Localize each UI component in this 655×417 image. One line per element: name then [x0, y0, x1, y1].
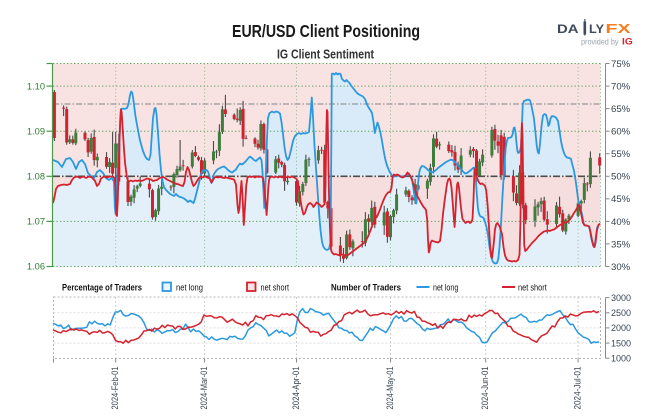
svg-text:IG Client Sentiment: IG Client Sentiment — [277, 48, 375, 62]
svg-text:net short: net short — [261, 283, 290, 294]
svg-text:2000: 2000 — [611, 323, 631, 333]
svg-text:60%: 60% — [611, 127, 631, 138]
svg-text:1000: 1000 — [611, 353, 631, 363]
svg-text:65%: 65% — [611, 104, 631, 115]
svg-text:70%: 70% — [611, 82, 631, 93]
svg-text:provided by: provided by — [581, 37, 619, 47]
svg-text:net long: net long — [176, 283, 203, 294]
svg-text:30%: 30% — [611, 262, 631, 273]
svg-text:FX: FX — [606, 22, 632, 36]
svg-text:55%: 55% — [611, 149, 631, 160]
svg-text:1.08: 1.08 — [27, 172, 45, 182]
svg-text:1.07: 1.07 — [27, 217, 45, 227]
svg-text:2024-Feb-01: 2024-Feb-01 — [110, 366, 120, 409]
svg-text:net short: net short — [518, 283, 547, 294]
svg-text:75%: 75% — [611, 59, 631, 70]
svg-text:2024-Jul-01: 2024-Jul-01 — [573, 366, 583, 409]
svg-text:2024-Apr-01: 2024-Apr-01 — [291, 366, 301, 409]
svg-text:IG: IG — [622, 37, 633, 48]
svg-text:LY: LY — [589, 24, 604, 36]
svg-text:net long: net long — [433, 283, 458, 294]
svg-text:45%: 45% — [611, 194, 631, 205]
svg-text:2024-May-01: 2024-May-01 — [385, 366, 395, 409]
svg-text:2500: 2500 — [611, 308, 631, 318]
svg-text:EUR/USD Client Positioning: EUR/USD Client Positioning — [232, 21, 420, 41]
svg-text:3000: 3000 — [611, 293, 631, 303]
svg-text:DA: DA — [557, 24, 579, 36]
svg-text:1.06: 1.06 — [27, 262, 45, 272]
svg-text:1.09: 1.09 — [27, 126, 45, 136]
svg-text:1.10: 1.10 — [27, 81, 45, 91]
svg-text:1500: 1500 — [611, 338, 631, 348]
svg-text:35%: 35% — [611, 239, 631, 250]
svg-text:Percentage of Traders: Percentage of Traders — [62, 283, 142, 294]
svg-text:Number of Traders: Number of Traders — [331, 283, 401, 294]
svg-text:40%: 40% — [611, 217, 631, 228]
svg-text:2024-Mar-01: 2024-Mar-01 — [199, 366, 209, 409]
svg-text:50%: 50% — [611, 172, 631, 183]
svg-text:2024-Jun-01: 2024-Jun-01 — [480, 366, 490, 409]
